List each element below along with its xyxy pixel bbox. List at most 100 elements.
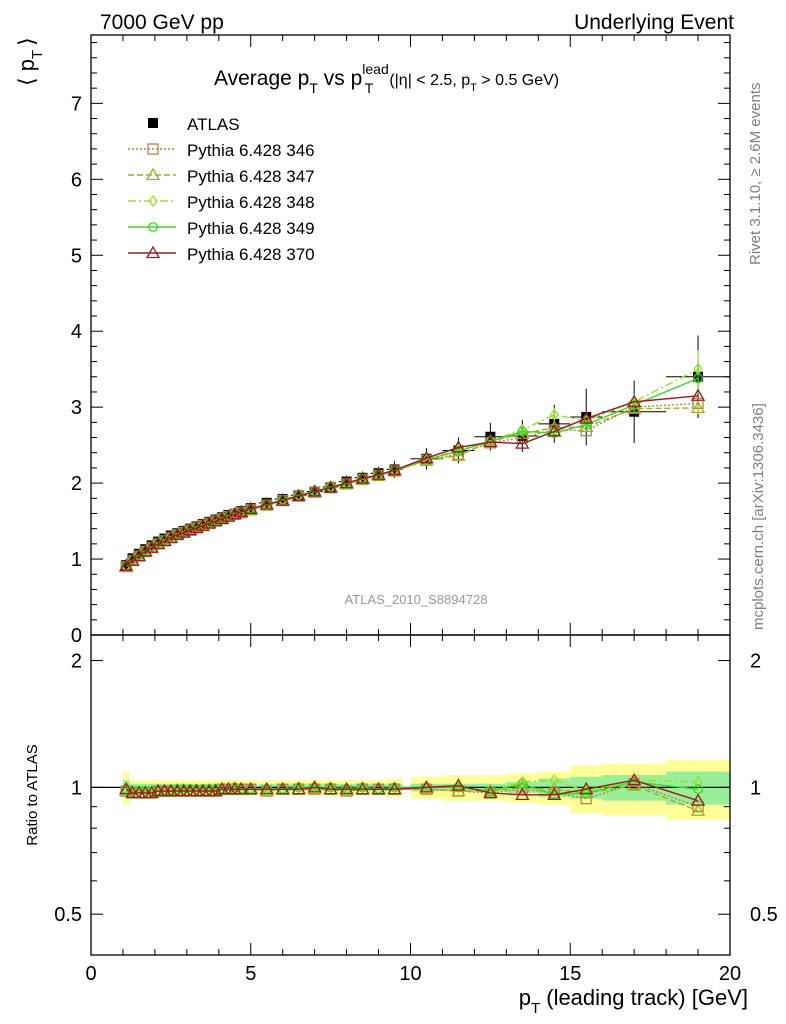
point-pythia-6-428-370	[243, 501, 258, 515]
x-tick-label: 20	[719, 963, 741, 985]
atlas-data-point	[341, 476, 352, 487]
point-pythia-6-428-370	[419, 450, 434, 464]
point-pythia-6-428-370	[195, 518, 210, 531]
point-pythia-6-428-370	[157, 533, 172, 546]
ratio-point-pythia-6-428-370	[234, 781, 249, 795]
ratio-point-pythia-6-428-370	[323, 781, 338, 795]
legend-marker-pythia-6-428-370	[145, 245, 161, 259]
atlas-data-point	[146, 540, 157, 551]
ratio-point-pythia-6-428-348	[485, 785, 496, 798]
ratio-point-pythia-6-428-370	[355, 781, 370, 795]
atlas-data-point	[153, 536, 164, 547]
atlas-data-point	[223, 510, 234, 520]
y-tick-label: 4	[71, 321, 82, 343]
point-pythia-6-428-370	[227, 506, 242, 520]
legend-label-pythia-6-428-347: Pythia 6.428 347	[187, 167, 315, 186]
y-tick-label: 0	[71, 625, 82, 647]
ratio-point-pythia-6-428-347	[690, 803, 706, 816]
point-pythia-6-428-370	[182, 522, 198, 536]
y-tick-label: 3	[71, 397, 82, 419]
point-pythia-6-428-370	[387, 462, 402, 476]
ratio-point-pythia-6-428-370	[307, 780, 322, 793]
ratio-point-pythia-6-428-370	[243, 781, 258, 795]
point-pythia-6-428-370	[483, 434, 498, 448]
point-pythia-6-428-370	[150, 536, 166, 550]
ratio-point-pythia-6-428-370	[275, 781, 290, 795]
point-pythia-6-428-347	[579, 419, 594, 433]
point-pythia-6-428-370	[291, 488, 306, 502]
point-pythia-6-428-370	[138, 544, 153, 557]
main-series-layer	[119, 335, 730, 573]
point-pythia-6-428-370	[214, 511, 230, 524]
legend-label-pythia-6-428-370: Pythia 6.428 370	[187, 245, 315, 264]
ratio-y-tick-label: 0.5	[54, 904, 82, 926]
point-pythia-6-428-370	[371, 467, 386, 480]
point-pythia-6-428-370	[170, 527, 185, 540]
legend-marker-pythia-6-428-347	[145, 167, 161, 181]
legend-marker-pythia-6-428-346	[147, 143, 159, 155]
point-pythia-6-428-370	[579, 411, 594, 424]
ratio-point-pythia-6-428-348	[293, 781, 304, 794]
series-line-pythia-6-428-348	[125, 368, 699, 567]
legend-label-pythia-6-428-349: Pythia 6.428 349	[187, 219, 315, 238]
point-pythia-6-428-370	[176, 525, 191, 538]
atlas-data-point	[245, 503, 256, 514]
ratio-y-tick-label-right: 1	[750, 777, 761, 799]
svg-text:⟨ pT⟩: ⟨ pT⟩	[14, 37, 46, 86]
point-pythia-6-428-349	[693, 373, 703, 384]
point-pythia-6-428-370	[259, 497, 274, 510]
point-pythia-6-428-370	[163, 530, 178, 543]
atlas-data-point	[236, 506, 247, 517]
series-line-pythia-6-428-370	[125, 395, 699, 567]
point-pythia-6-428-347	[690, 400, 706, 414]
ratio-point-pythia-6-428-348	[549, 774, 560, 787]
point-pythia-6-428-348	[549, 408, 560, 421]
y-tick-label: 2	[71, 473, 82, 495]
legend: ATLAS Pythia 6.428 346 Pythia 6.428 347 Pyt…	[128, 115, 315, 264]
atlas-data-point	[197, 519, 208, 530]
point-pythia-6-428-349	[581, 419, 592, 430]
point-pythia-6-428-349	[629, 399, 640, 410]
legend-marker-atlas	[148, 118, 158, 128]
x-tick-label: 0	[85, 963, 96, 985]
ratio-point-pythia-6-428-348	[389, 781, 400, 794]
ratio-point-pythia-6-428-348	[229, 781, 240, 794]
ratio-point-pythia-6-428-348	[693, 775, 703, 789]
atlas-data-point	[210, 514, 221, 525]
atlas-data-point	[165, 530, 176, 541]
point-pythia-6-428-370	[627, 394, 642, 407]
point-pythia-6-428-370	[451, 440, 466, 453]
ratio-point-pythia-6-428-370	[387, 781, 402, 795]
point-pythia-6-428-370	[275, 493, 290, 506]
point-pythia-6-428-370	[355, 471, 370, 484]
atlas-data-point	[159, 533, 170, 544]
atlas-data-point	[140, 544, 151, 555]
legend-label-pythia-6-428-346: Pythia 6.428 346	[187, 141, 315, 160]
ratio-point-pythia-6-428-370	[119, 781, 134, 795]
x-axis-label: pT (leading track) [GeV]	[519, 985, 748, 1017]
atlas-data-point	[277, 494, 288, 505]
y-axis-label: ⟨ pT⟩	[14, 37, 46, 86]
legend-marker-pythia-6-428-348	[148, 194, 158, 208]
point-pythia-6-428-370	[234, 504, 249, 518]
ratio-point-pythia-6-428-370	[291, 781, 306, 795]
atlas-data-point	[127, 553, 138, 564]
y-tick-label: 6	[71, 169, 82, 191]
series-line-pythia-6-428-347	[125, 407, 699, 568]
ratio-point-pythia-6-428-370	[515, 787, 530, 800]
point-pythia-6-428-370	[202, 516, 217, 529]
x-tick-label: 15	[559, 963, 581, 985]
ratio-point-pythia-6-428-370	[483, 785, 498, 799]
ratio-line-pythia-6-428-370	[125, 779, 699, 802]
y-tick-label: 7	[71, 93, 82, 115]
ratio-y-tick-label: 1	[71, 777, 82, 799]
point-pythia-6-428-349	[517, 426, 528, 437]
ratio-point-pythia-6-428-370	[419, 780, 434, 793]
y-tick-label: 1	[71, 549, 82, 571]
ratio-series-layer	[119, 772, 706, 816]
x-tick-label: 10	[399, 963, 421, 985]
ratio-y-tick-label: 2	[71, 651, 82, 673]
ratio-point-pythia-6-428-346	[692, 800, 704, 813]
point-pythia-6-428-370	[221, 509, 236, 522]
axes-layer: 0 5 10 15 20 0 1 2 3 4 5 6 7 0.5 0.5 1 1 2 2	[54, 34, 778, 985]
